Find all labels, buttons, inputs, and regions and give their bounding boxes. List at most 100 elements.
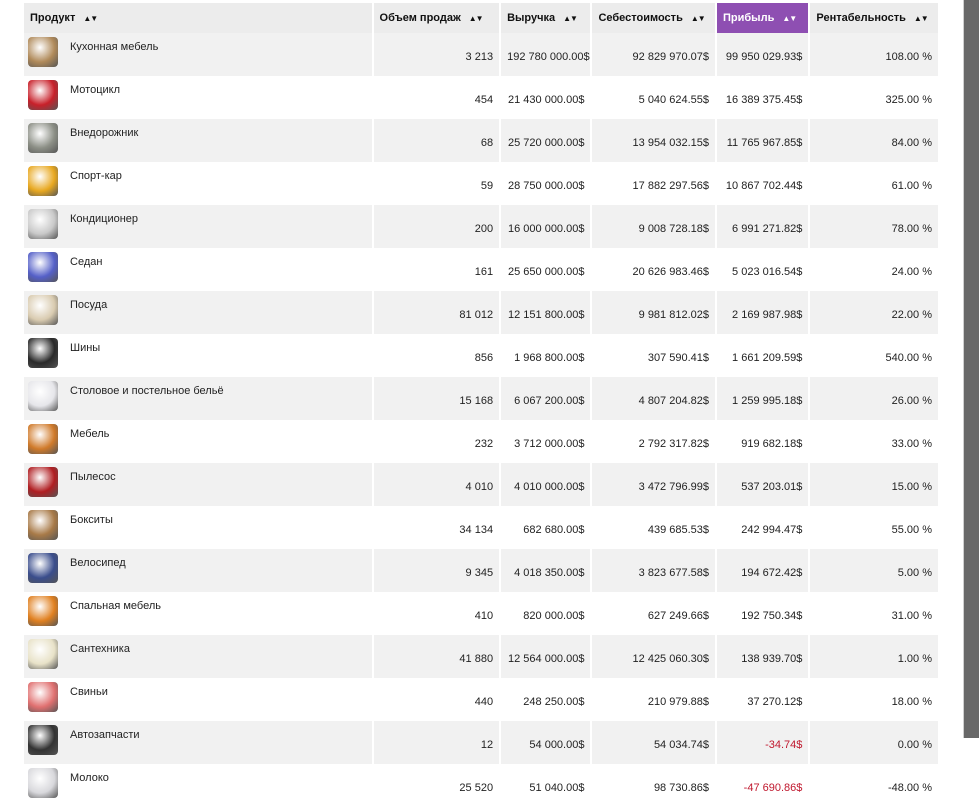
cell-product: Бокситы — [24, 506, 372, 549]
cell-margin: 325.00 % — [810, 76, 938, 119]
cell-profit: 138 939.70$ — [717, 635, 809, 678]
cell-margin: 78.00 % — [810, 205, 938, 248]
cell-cost: 3 823 677.58$ — [592, 549, 715, 592]
cell-profit: 16 389 375.45$ — [717, 76, 809, 119]
cell-margin: 15.00 % — [810, 463, 938, 506]
table-row[interactable]: Сантехника 41 880 12 564 000.00$ 12 425 060… — [24, 635, 938, 678]
cell-cost: 13 954 032.15$ — [592, 119, 715, 162]
cell-product: Шины — [24, 334, 372, 377]
cell-revenue: 25 650 000.00$ — [501, 248, 591, 291]
table-row[interactable]: Внедорожник 68 25 720 000.00$ 13 954 032.15… — [24, 119, 938, 162]
sort-arrows-icon[interactable]: ▲▼ — [782, 13, 797, 23]
cell-sales-volume: 12 — [373, 721, 500, 764]
cell-revenue: 51 040.00$ — [501, 764, 591, 807]
table-row[interactable]: Посуда 81 012 12 151 800.00$ 9 981 812.02$ 2… — [24, 291, 938, 334]
product-name: Свиньи — [70, 686, 108, 698]
sort-arrows-icon[interactable]: ▲▼ — [913, 13, 929, 23]
table-row[interactable]: Велосипед 9 345 4 018 350.00$ 3 823 677.58$… — [24, 549, 938, 592]
table-row[interactable]: Свиньи 440 248 250.00$ 210 979.88$ 37 270.12… — [24, 678, 938, 721]
cell-cost: 20 626 983.46$ — [592, 248, 715, 291]
cell-cost: 9 981 812.02$ — [592, 291, 715, 334]
bicycle-icon — [28, 553, 58, 583]
product-name: Седан — [70, 256, 103, 268]
cell-revenue: 820 000.00$ — [501, 592, 591, 635]
table-row[interactable]: Седан 161 25 650 000.00$ 20 626 983.46$ 5 02… — [24, 248, 938, 291]
cell-cost: 92 829 970.07$ — [592, 33, 715, 76]
cell-margin: 18.00 % — [810, 678, 938, 721]
product-name: Кондиционер — [70, 213, 139, 225]
table-row[interactable]: Кухонная мебель 3 213 192 780 000.00$ 92 82… — [24, 33, 938, 76]
product-name: Кухонная мебель — [70, 41, 159, 53]
cell-profit: 11 765 967.85$ — [717, 119, 809, 162]
sort-arrows-icon[interactable]: ▲▼ — [690, 13, 706, 23]
column-header-product[interactable]: Продукт ▲▼ — [24, 3, 372, 33]
linen-icon — [28, 381, 58, 411]
sort-arrows-icon[interactable]: ▲▼ — [468, 13, 484, 23]
product-name: Пылесос — [70, 471, 116, 483]
column-header-profit[interactable]: Прибыль ▲▼ — [717, 3, 809, 33]
product-name: Автозапчасти — [70, 729, 140, 741]
table-row[interactable]: Спорт-кар 59 28 750 000.00$ 17 882 297.56$ 1… — [24, 162, 938, 205]
cell-sales-volume: 25 520 — [373, 764, 500, 807]
wardrobe-icon — [28, 424, 58, 454]
cell-sales-volume: 68 — [373, 119, 500, 162]
cell-cost: 439 685.53$ — [592, 506, 715, 549]
cell-cost: 3 472 796.99$ — [592, 463, 715, 506]
column-header-margin[interactable]: Рентабельность ▲▼ — [810, 3, 938, 33]
cell-margin: 0.00 % — [810, 721, 938, 764]
table-row[interactable]: Автозапчасти 12 54 000.00$ 54 034.74$ -34.74… — [24, 721, 938, 764]
table-row[interactable]: Шины 856 1 968 800.00$ 307 590.41$ 1 661 209… — [24, 334, 938, 377]
cell-margin: 22.00 % — [810, 291, 938, 334]
table-row[interactable]: Мотоцикл 454 21 430 000.00$ 5 040 624.55$ 16… — [24, 76, 938, 119]
cell-sales-volume: 15 168 — [373, 377, 500, 420]
table-row[interactable]: Спальная мебель 410 820 000.00$ 627 249.66$… — [24, 592, 938, 635]
cell-sales-volume: 454 — [373, 76, 500, 119]
car-parts-icon — [28, 725, 58, 755]
cell-cost: 210 979.88$ — [592, 678, 715, 721]
cell-revenue: 4 010 000.00$ — [501, 463, 591, 506]
cell-cost: 9 008 728.18$ — [592, 205, 715, 248]
product-name: Бокситы — [70, 514, 113, 526]
cell-profit: 99 950 029.93$ — [717, 33, 809, 76]
column-header-label: Себестоимость — [598, 12, 683, 25]
product-name: Шины — [70, 342, 101, 354]
cell-margin: 61.00 % — [810, 162, 938, 205]
sedan-icon — [28, 252, 58, 282]
cell-cost: 12 425 060.30$ — [592, 635, 715, 678]
table-row[interactable]: Молоко 25 520 51 040.00$ 98 730.86$ -47 690.… — [24, 764, 938, 807]
table-row[interactable]: Пылесос 4 010 4 010 000.00$ 3 472 796.99$ 53… — [24, 463, 938, 506]
cell-product: Молоко — [24, 764, 372, 807]
table-row[interactable]: Столовое и постельное бельё 15 168 6 067 2… — [24, 377, 938, 420]
cell-product: Пылесос — [24, 463, 372, 506]
table-row[interactable]: Бокситы 34 134 682 680.00$ 439 685.53$ 242 9… — [24, 506, 938, 549]
cell-profit: -34.74$ — [717, 721, 809, 764]
sofa-icon — [28, 596, 58, 626]
air-conditioner-icon — [28, 209, 58, 239]
cell-sales-volume: 3 213 — [373, 33, 500, 76]
column-header-sales-volume[interactable]: Объем продаж ▲▼ — [373, 3, 500, 33]
sort-arrows-icon[interactable]: ▲▼ — [563, 13, 578, 23]
cell-sales-volume: 200 — [373, 205, 500, 248]
table-row[interactable]: Мебель 232 3 712 000.00$ 2 792 317.82$ 919 6… — [24, 420, 938, 463]
cell-revenue: 6 067 200.00$ — [501, 377, 591, 420]
column-header-cost[interactable]: Себестоимость ▲▼ — [592, 3, 715, 33]
sports-car-icon — [28, 166, 58, 196]
vacuum-cleaner-icon — [28, 467, 58, 497]
bauxite-icon — [28, 510, 58, 540]
product-name: Велосипед — [70, 557, 126, 569]
cell-sales-volume: 81 012 — [373, 291, 500, 334]
column-header-revenue[interactable]: Выручка ▲▼ — [501, 3, 591, 33]
cell-cost: 5 040 624.55$ — [592, 76, 715, 119]
sort-arrows-icon[interactable]: ▲▼ — [83, 13, 98, 23]
cell-profit: 537 203.01$ — [717, 463, 809, 506]
cell-profit: 192 750.34$ — [717, 592, 809, 635]
pig-icon — [28, 682, 58, 712]
column-header-label: Выручка — [507, 12, 556, 25]
cell-product: Автозапчасти — [24, 721, 372, 764]
product-name: Мебель — [70, 428, 110, 440]
cell-sales-volume: 440 — [373, 678, 500, 721]
header-row: Продукт ▲▼ Объем продаж ▲▼ Выручка ▲▼ Себестои… — [24, 3, 938, 33]
table-row[interactable]: Кондиционер 200 16 000 000.00$ 9 008 728.18… — [24, 205, 938, 248]
cell-product: Свиньи — [24, 678, 372, 721]
cell-profit: 1 259 995.18$ — [717, 377, 809, 420]
